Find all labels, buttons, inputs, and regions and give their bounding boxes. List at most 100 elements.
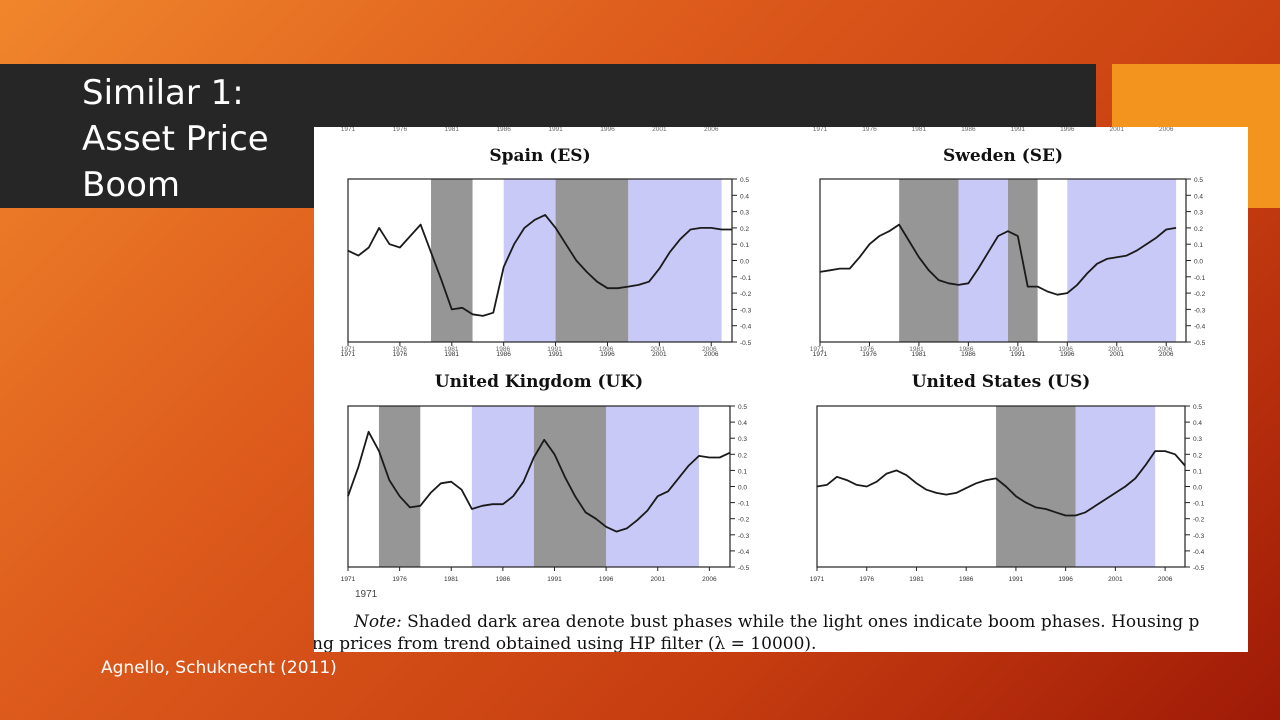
x-tick-label-top: 1976: [393, 127, 408, 133]
bust-phase-band: [555, 179, 629, 342]
x-tick-label-top: 1981: [909, 346, 924, 353]
y-tick-label: -0.1: [740, 275, 752, 282]
x-tick-label: 1981: [912, 351, 927, 358]
y-tick-label: -0.3: [740, 307, 752, 314]
y-tick-label: 0.2: [740, 226, 749, 233]
y-tick-label: 0.3: [1193, 436, 1202, 443]
x-tick-label-top: 1971: [813, 127, 828, 133]
note-prefix: Note:: [354, 612, 402, 632]
x-tick-label: 1971: [341, 351, 356, 358]
boom-phase-band: [1067, 179, 1177, 342]
boom-phase-band: [606, 406, 700, 567]
chart-panel-1: Spain (ES) 0.5 0.4 0.3 0.2 0.1 0.0 -0.1 -0.2 -0.3…: [341, 127, 752, 358]
y-tick-label: -0.2: [738, 517, 750, 524]
x-tick-label-top: 1971: [341, 127, 356, 133]
boom-phase-band: [471, 406, 534, 567]
x-tick-label: 1996: [600, 351, 615, 358]
x-tick-label-top: 1986: [496, 127, 511, 133]
y-tick-label: 0.0: [1193, 485, 1202, 492]
x-tick-label-top: 1981: [444, 346, 459, 353]
series-line: [819, 223, 1177, 296]
x-tick-label: 1976: [393, 351, 408, 358]
x-tick-label: 1986: [496, 576, 511, 583]
y-tick-label: -0.3: [738, 533, 750, 540]
series-line: [347, 430, 731, 533]
x-tick-label: 1976: [862, 351, 877, 358]
x-tick-label-top: 2006: [702, 346, 717, 353]
x-tick-label-top: 1971: [810, 346, 825, 353]
y-tick-label: -0.3: [1194, 307, 1206, 314]
x-tick-label: 2006: [704, 351, 719, 358]
y-tick-label: 0.3: [1194, 210, 1203, 217]
series-line: [816, 450, 1186, 517]
bust-phase-band: [996, 406, 1076, 567]
y-tick-label: -0.1: [1194, 275, 1206, 282]
bust-phase-band: [378, 406, 421, 567]
boom-phase-band: [503, 179, 556, 342]
x-tick-label: 2006: [1158, 576, 1173, 583]
y-tick-label: 0.4: [1194, 193, 1203, 200]
y-tick-label: 0.1: [1193, 468, 1202, 475]
x-tick-label-top: 1981: [445, 127, 460, 133]
x-tick-label: 1976: [859, 576, 874, 583]
x-tick-label-top: 1996: [1060, 127, 1075, 133]
slide-title: Similar 1: Asset Price Boom: [82, 73, 269, 205]
citation: Agnello, Schuknecht (2011): [101, 658, 337, 678]
x-tick-label: 1991: [1009, 576, 1024, 583]
x-tick-label-top: 1976: [392, 346, 407, 353]
x-tick-label: 1991: [548, 351, 563, 358]
y-tick-label: -0.5: [1194, 340, 1206, 347]
y-tick-label: 0.2: [1194, 226, 1203, 233]
x-tick-label-top: 2006: [704, 127, 719, 133]
x-tick-label-top: 1991: [547, 346, 562, 353]
y-tick-label: -0.4: [1194, 324, 1206, 331]
y-tick-label: 0.5: [1193, 404, 1202, 411]
y-tick-label: -0.2: [1193, 517, 1205, 524]
x-tick-label: 2001: [1110, 351, 1125, 358]
x-tick-label-top: 2001: [1108, 346, 1123, 353]
x-tick-label: 1986: [961, 351, 976, 358]
y-tick-label: 0.0: [740, 259, 749, 266]
figure-note: Note: Shaded dark area denote bust phase…: [314, 611, 1248, 652]
chart-panel-4: United States (US) 0.5 0.4 0.3 0.2 0.1 0.0 -0.1…: [810, 346, 1205, 583]
x-tick-label-top: 1971: [341, 346, 356, 353]
x-tick-label: 1991: [547, 576, 562, 583]
x-tick-label: 2001: [650, 576, 665, 583]
x-tick-label-top: 1996: [1058, 346, 1073, 353]
x-tick-label-top: 1991: [548, 127, 563, 133]
bust-phase-band: [899, 179, 959, 342]
y-tick-label: -0.2: [1194, 291, 1206, 298]
x-tick-label-top: 1991: [1009, 346, 1024, 353]
x-tick-label-top: 1996: [600, 127, 615, 133]
x-tick-label-top: 2001: [650, 346, 665, 353]
x-tick-label: 1991: [1011, 351, 1026, 358]
x-tick-label: 1971: [810, 576, 825, 583]
y-tick-label: -0.5: [740, 340, 752, 347]
x-tick-label: 1971: [813, 351, 828, 358]
y-tick-label: 0.1: [1194, 242, 1203, 249]
y-tick-label: -0.4: [1193, 549, 1205, 556]
panel-title: United States (US): [912, 372, 1091, 392]
x-tick-label-top: 1991: [1011, 127, 1026, 133]
note-line-1: Note: Shaded dark area denote bust phase…: [314, 611, 1248, 633]
x-tick-label-top: 1976: [859, 346, 874, 353]
y-tick-label: 0.1: [740, 242, 749, 249]
chart-figure: Spain (ES) 0.5 0.4 0.3 0.2 0.1 0.0 -0.1 -0.2 -0.3…: [314, 127, 1248, 652]
x-tick-label: 2006: [702, 576, 717, 583]
y-tick-label: -0.5: [1193, 565, 1205, 572]
y-tick-label: 0.4: [740, 193, 749, 200]
x-tick-label: 2006: [1159, 351, 1174, 358]
y-tick-label: 0.3: [740, 210, 749, 217]
x-tick-label-top: 2006: [1158, 346, 1173, 353]
y-tick-label: 0.1: [738, 468, 747, 475]
panel-title: Spain (ES): [489, 146, 590, 166]
x-tick-label: 1986: [496, 351, 511, 358]
x-tick-label-top: 1981: [912, 127, 927, 133]
x-tick-label-top: 2006: [1159, 127, 1174, 133]
x-tick-label: 1996: [1058, 576, 1073, 583]
chart-panel-3: United Kingdom (UK) 0.5 0.4 0.3 0.2 0.1 0.0 -0.…: [341, 346, 750, 583]
y-tick-label: 0.5: [738, 404, 747, 411]
note-text: Shaded dark area denote bust phases whil…: [401, 612, 1200, 632]
y-tick-label: -0.5: [738, 565, 750, 572]
panel-title: Sweden (SE): [943, 146, 1063, 166]
